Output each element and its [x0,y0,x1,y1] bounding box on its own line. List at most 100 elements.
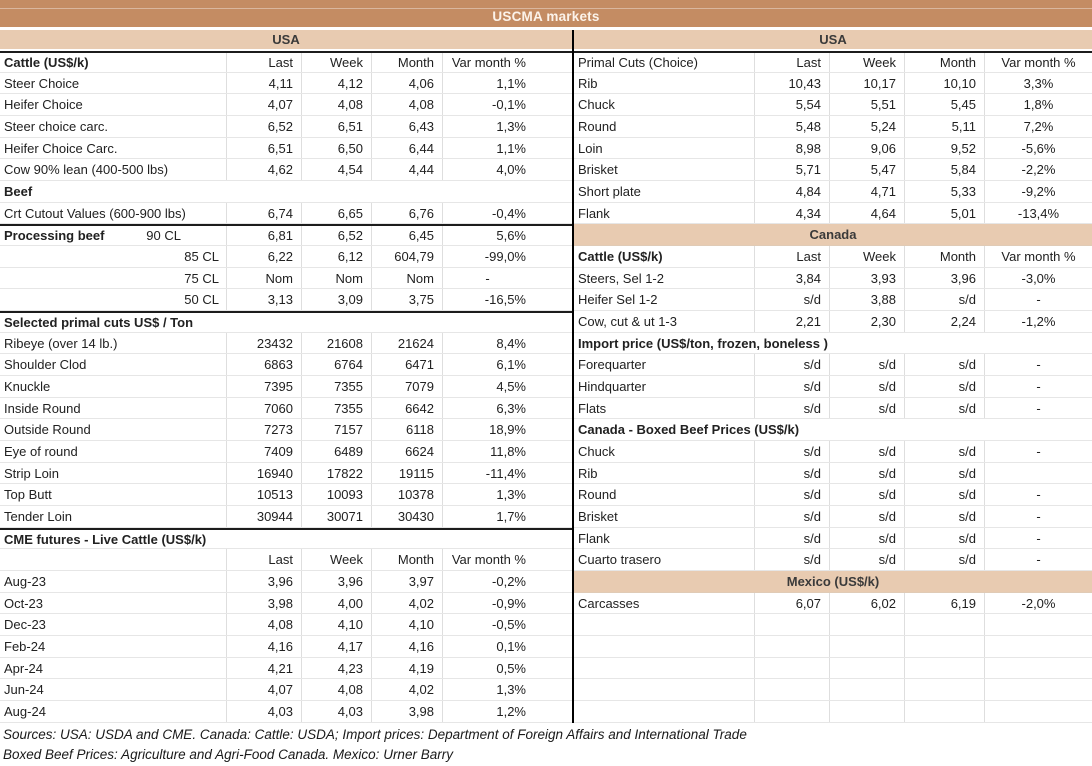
cell [985,333,1092,354]
cell: 6,22 [227,246,302,267]
cell: 4,44 [372,159,443,181]
cell [830,419,905,440]
cell: 3,09 [302,289,372,311]
sources-footer: Sources: USA: USDA and CME. Canada: Catt… [0,723,1092,765]
cell [755,419,830,440]
row-label: Crt Cutout Values (600-900 lbs) [0,202,227,224]
cell: -0,5% [492,617,526,633]
cell: 3,3% [1023,75,1054,91]
cell: 3,97 [372,571,443,592]
cell: 4,12 [302,72,372,94]
table-row: 75 CL Nom Nom Nom - [0,267,572,290]
cell: - [1036,552,1041,568]
cell [755,657,830,679]
cell [905,614,985,636]
cell [830,679,905,701]
row-label: Round [574,484,755,506]
row-label: Eye of round [0,441,227,462]
cell: 8,98 [755,137,830,159]
row-label: Steer choice carc. [0,116,227,137]
cell: 1,7% [496,508,526,524]
table-row: Chuck s/d s/d s/d - [574,441,1092,463]
cell: 4,02 [372,679,443,701]
sources-line-1: Sources: USA: USDA and CME. Canada: Catt… [3,726,747,742]
cell: 30430 [372,506,443,527]
cell: 6,43 [372,116,443,137]
cell: 4,08 [302,679,372,701]
cell [985,419,1092,440]
row-label [574,701,755,722]
cell: 4,07 [227,679,302,701]
title-bar-divider-line [0,8,1092,9]
cell: s/d [830,462,905,484]
table-row: Oct-23 3,98 4,00 4,02 -0,9% [0,592,572,615]
cell [443,313,572,332]
page-title: USCMA markets [492,9,600,24]
cell: Var month % [1001,248,1076,264]
cell: -0,9% [492,595,526,611]
left-table-rows: Cattle (US$/k) Last Week Month Var month % St… [0,51,572,723]
cell: 10,43 [755,72,830,94]
table-row: Hindquarter s/d s/d s/d - [574,376,1092,398]
table-row: Cattle (US$/k) Last Week Month Var month % [574,246,1092,268]
cell: 23432 [227,332,302,354]
cell: 6,19 [905,592,985,614]
row-label: Jun-24 [0,679,227,701]
table-row: CME futures - Live Cattle (US$/k) [0,527,572,550]
cell: 5,48 [755,116,830,137]
cell [830,636,905,657]
cell: Week [302,53,372,72]
table-row: Chuck 5,54 5,51 5,45 1,8% [574,94,1092,117]
cell [755,679,830,701]
cell [905,701,985,722]
cell: 5,84 [905,159,985,181]
cell: Var month % [451,54,526,70]
cell: 3,84 [755,267,830,289]
sources-line-2: Boxed Beef Prices: Agriculture and Agri-… [3,746,453,762]
cell: Nom [227,267,302,289]
table-row: Brisket 5,71 5,47 5,84 -2,2% [574,159,1092,182]
table-row: 85 CL 6,22 6,12 604,79 -99,0% [0,246,572,268]
row-label: Canada - Boxed Beef Prices (US$/k) [578,422,800,438]
row-label: Aug-23 [0,571,227,592]
cell: 6,74 [227,202,302,224]
row-label: Heifer Choice [0,94,227,116]
cell: 6764 [302,354,372,376]
cell: s/d [905,397,985,419]
table-row [574,636,1092,658]
cell [302,313,372,332]
cell: s/d [755,462,830,484]
cell: 4,21 [227,657,302,679]
cell: 3,88 [830,289,905,311]
table-row: Round s/d s/d s/d - [574,484,1092,507]
table-row: Canada - Boxed Beef Prices (US$/k) [574,419,1092,442]
table-row: Cow, cut & ut 1-3 2,21 2,30 2,24 -1,2% [574,311,1092,333]
row-label: Short plate [574,181,755,202]
cell: -0,2% [492,573,526,589]
row-label: Loin [574,137,755,159]
cell: - [1036,400,1041,416]
cell: Var month % [1001,54,1076,70]
row-label: Rib [574,462,755,484]
cell: 4,19 [372,657,443,679]
cell [985,636,1092,657]
cell: 4,34 [755,202,830,224]
cell: s/d [755,549,830,571]
table-row: Shoulder Clod 6863 6764 6471 6,1% [0,354,572,377]
cell: 4,06 [372,72,443,94]
cell: - [1036,508,1041,524]
cell: 0,5% [496,660,526,676]
row-label: Flank [574,527,755,549]
cell: Week [830,53,905,72]
cell: s/d [905,506,985,527]
cell: 6,51 [302,116,372,137]
cell: 10513 [227,484,302,506]
cell: s/d [830,397,905,419]
cell: 6,76 [372,202,443,224]
cell: 7355 [302,397,372,419]
cell: s/d [755,397,830,419]
cell: 6,1% [496,357,526,373]
cell: 1,8% [1023,97,1054,113]
row-label: Rib [574,72,755,94]
cell: 6,52 [227,116,302,137]
